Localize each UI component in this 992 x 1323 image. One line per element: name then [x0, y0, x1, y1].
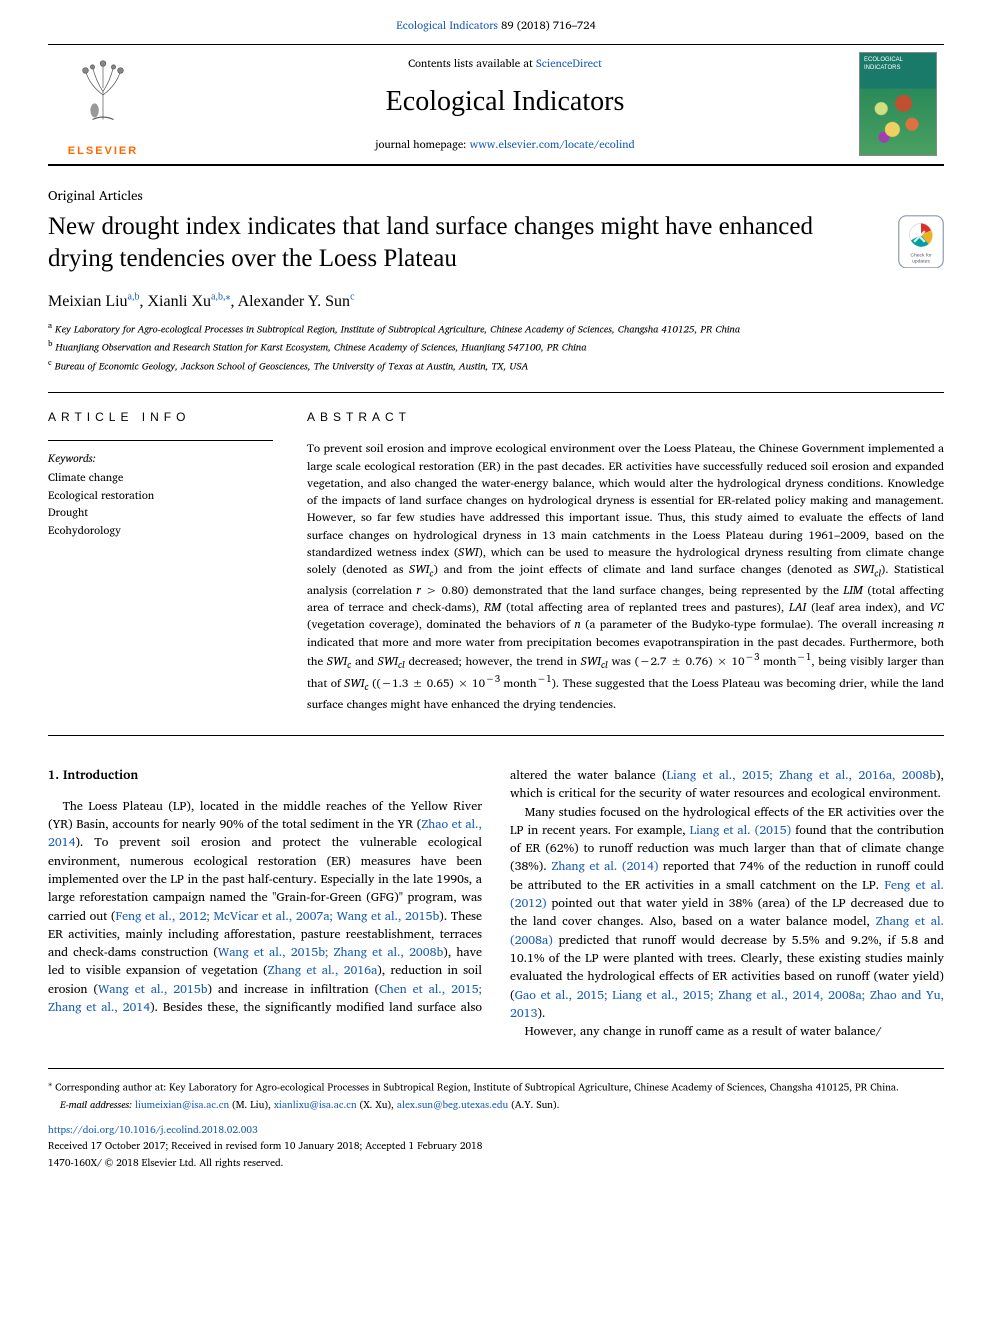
author-2-aff[interactable]: a,b,	[211, 291, 225, 302]
article-history: Received 17 October 2017; Received in re…	[48, 1139, 944, 1154]
contents-prefix: Contents lists available at	[408, 54, 536, 72]
affiliation-c: c Bureau of Economic Geology, Jackson Sc…	[48, 356, 944, 374]
keywords-label: Keywords:	[48, 451, 273, 467]
journal-homepage-line: journal homepage: www.elsevier.com/locat…	[375, 137, 635, 153]
intro-para-2: Many studies focused on the hydrological…	[510, 803, 944, 1023]
journal-homepage-link[interactable]: www.elsevier.com/locate/ecolind	[470, 135, 635, 153]
author-2: Xianli Xu	[148, 293, 212, 310]
journal-header: ELSEVIER Contents lists available at Sci…	[48, 44, 944, 166]
copyright-line: 1470-160X/ © 2018 Elsevier Ltd. All righ…	[48, 1156, 944, 1171]
crossmark-icon: Check for updates	[898, 215, 944, 269]
author-1: Meixian Liu	[48, 293, 128, 310]
svg-text:Check for: Check for	[910, 252, 932, 258]
section-1-heading: 1. Introduction	[48, 766, 482, 785]
article-type: Original Articles	[48, 186, 944, 205]
abstract-text: To prevent soil erosion and improve ecol…	[307, 440, 944, 713]
sciencedirect-link[interactable]: ScienceDirect	[536, 54, 602, 72]
publisher-name: ELSEVIER	[68, 144, 138, 160]
author-list: Meixian Liua,b, Xianli Xua,b,⁎, Alexande…	[48, 290, 944, 313]
ref-link[interactable]: Gao et al., 2015; Liang et al., 2015; Zh…	[510, 985, 944, 1023]
ref-link[interactable]: Feng et al., 2012; McVicar et al., 2007a…	[116, 906, 440, 926]
svg-text:updates: updates	[912, 258, 930, 264]
ref-link[interactable]: Liang et al., 2015;	[667, 765, 773, 785]
author-1-aff[interactable]: a,b	[128, 291, 140, 302]
doi-link[interactable]: https://doi.org/10.1016/j.ecolind.2018.0…	[48, 1122, 258, 1138]
ref-link[interactable]: Wang et al., 2015b	[98, 979, 208, 999]
citation-journal-link[interactable]: Ecological Indicators	[396, 16, 498, 34]
corresponding-author-footnote: ⁎ Corresponding author at: Key Laborator…	[48, 1077, 944, 1095]
check-for-updates-badge[interactable]: Check for updates	[898, 215, 944, 269]
author-3-aff[interactable]: c	[350, 291, 354, 302]
ref-link[interactable]: Zhang et al., 2016a	[268, 960, 378, 980]
ref-link[interactable]: Zhang et al., 2016a, 2008b	[779, 765, 936, 785]
journal-name: Ecological Indicators	[386, 82, 625, 123]
ref-link[interactable]: Zhang et al. (2014)	[551, 856, 658, 876]
email-author-3: (A.Y. Sun).	[508, 1097, 559, 1113]
keyword: Ecohydorology	[48, 522, 273, 540]
ref-link[interactable]: Wang et al., 2015b; Zhang et al., 2008b	[218, 942, 443, 962]
author-2-corr-marker[interactable]: ⁎	[226, 291, 231, 302]
email-addresses-line: E-mail addresses: liumeixian@isa.ac.cn (…	[48, 1098, 944, 1113]
homepage-prefix: journal homepage:	[375, 135, 469, 153]
email-author-2: (X. Xu),	[357, 1097, 397, 1113]
author-3: Alexander Y. Sun	[238, 293, 350, 310]
article-info-block: ARTICLE INFO Keywords: Climate change Ec…	[48, 409, 273, 713]
affiliation-list: a Key Laboratory for Agro-ecological Pro…	[48, 319, 944, 374]
contents-available-line: Contents lists available at ScienceDirec…	[408, 56, 602, 72]
intro-para-3: However, any change in runoff came as a …	[510, 1022, 944, 1040]
article-title: New drought index indicates that land su…	[48, 211, 878, 276]
body-text-columns: 1. Introduction The Loess Plateau (LP), …	[48, 766, 944, 1040]
corr-text: Corresponding author at: Key Laboratory …	[52, 1080, 899, 1096]
info-abstract-row: ARTICLE INFO Keywords: Climate change Ec…	[48, 392, 944, 736]
email-link[interactable]: alex.sun@beg.utexas.edu	[397, 1097, 508, 1113]
email-author-1: (M. Liu),	[229, 1097, 274, 1113]
footnotes-block: ⁎ Corresponding author at: Key Laborator…	[48, 1068, 944, 1112]
email-label: E-mail addresses:	[60, 1097, 132, 1113]
affiliation-c-text: Bureau of Economic Geology, Jackson Scho…	[55, 358, 529, 374]
email-link[interactable]: liumeixian@isa.ac.cn	[135, 1097, 229, 1113]
keyword: Drought	[48, 504, 273, 522]
abstract-heading: ABSTRACT	[307, 409, 944, 426]
publisher-logo-block: ELSEVIER	[48, 45, 158, 164]
running-head-citation: Ecological Indicators 89 (2018) 716–724	[0, 0, 992, 44]
affiliation-b-text: Huanjiang Observation and Research Stati…	[55, 340, 586, 356]
keyword: Ecological restoration	[48, 487, 273, 505]
doi-line: https://doi.org/10.1016/j.ecolind.2018.0…	[48, 1123, 944, 1138]
header-center: Contents lists available at ScienceDirec…	[158, 45, 852, 164]
journal-cover-block	[852, 45, 944, 164]
ref-link[interactable]: Liang et al. (2015)	[690, 820, 792, 840]
affiliation-b: b Huanjiang Observation and Research Sta…	[48, 337, 944, 355]
keyword: Climate change	[48, 469, 273, 487]
affiliation-a-text: Key Laboratory for Agro-ecological Proce…	[55, 321, 740, 337]
affiliation-a: a Key Laboratory for Agro-ecological Pro…	[48, 319, 944, 337]
email-link[interactable]: xianlixu@isa.ac.cn	[274, 1097, 357, 1113]
article-info-heading: ARTICLE INFO	[48, 409, 273, 426]
keywords-list: Climate change Ecological restoration Dr…	[48, 469, 273, 539]
elsevier-tree-icon	[68, 53, 138, 123]
citation-volpages: 89 (2018) 716–724	[498, 16, 596, 34]
journal-cover-thumbnail	[859, 52, 937, 156]
abstract-block: ABSTRACT To prevent soil erosion and imp…	[307, 409, 944, 713]
